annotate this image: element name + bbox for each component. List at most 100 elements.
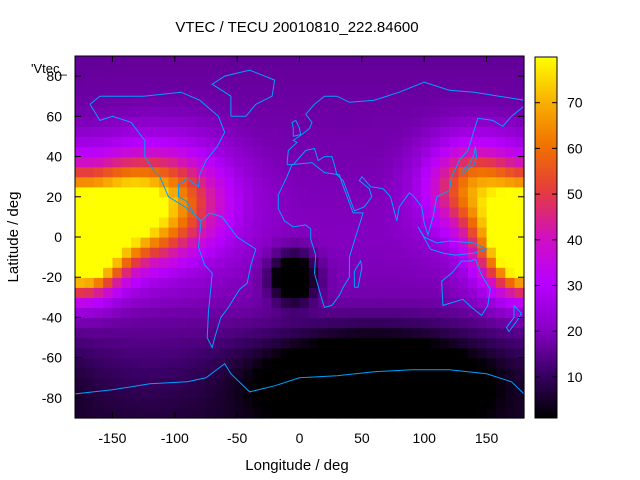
heatmap-cell (215, 146, 226, 158)
heatmap-cell (187, 377, 198, 389)
heatmap-cell (121, 156, 132, 168)
heatmap-cell (439, 206, 450, 218)
heatmap-cell (177, 226, 188, 238)
heatmap-cell (140, 166, 151, 178)
heatmap-cell (374, 307, 385, 319)
heatmap-cell (103, 206, 114, 218)
heatmap-cell (505, 277, 516, 288)
heatmap-cell (365, 226, 375, 238)
coastline-south-america (197, 212, 257, 350)
coastline-eurasia (286, 81, 525, 237)
heatmap-cell (308, 66, 319, 77)
heatmap-cell (84, 186, 95, 198)
heatmap-cell (121, 367, 132, 379)
heatmap-cell (458, 216, 469, 228)
heatmap-cell (393, 196, 403, 208)
heatmap-cell (374, 387, 385, 399)
heatmap-cell (449, 337, 460, 349)
heatmap-cell (84, 176, 95, 188)
heatmap-cell (430, 307, 441, 319)
heatmap-cell (187, 297, 198, 308)
heatmap-cell (449, 146, 460, 158)
heatmap-cell (308, 397, 319, 409)
heatmap-cell (224, 337, 235, 349)
heatmap-cell (121, 357, 132, 369)
heatmap-cell (383, 176, 394, 188)
heatmap-cell (196, 66, 207, 77)
heatmap-cell (290, 66, 301, 77)
heatmap-cell (243, 397, 254, 409)
heatmap-cell (486, 146, 497, 158)
heatmap-cell (374, 216, 385, 228)
heatmap-cell (439, 216, 450, 228)
heatmap-cell (262, 347, 273, 359)
heatmap-cell (149, 216, 160, 228)
heatmap-cell (458, 337, 469, 349)
heatmap-cell (262, 186, 273, 198)
heatmap-cell (514, 126, 525, 138)
heatmap-cell (336, 407, 347, 419)
heatmap-cell (365, 166, 375, 178)
heatmap-cell (140, 216, 151, 228)
heatmap-cell (327, 297, 338, 308)
heatmap-cell (421, 237, 432, 248)
heatmap-cell (140, 337, 151, 349)
heatmap-cell (140, 66, 151, 77)
heatmap-cell (262, 247, 273, 258)
heatmap-cell (149, 56, 160, 67)
heatmap-cell (467, 96, 478, 107)
heatmap-cell (467, 267, 478, 278)
heatmap-cell (149, 146, 160, 158)
heatmap-cell (486, 367, 497, 379)
heatmap-cell (131, 317, 142, 329)
heatmap-cell (84, 146, 95, 158)
heatmap-cell (262, 237, 273, 248)
heatmap-cell (393, 116, 403, 127)
heatmap-cell (449, 277, 460, 288)
heatmap-cell (505, 196, 516, 208)
heatmap-cell (224, 86, 235, 97)
heatmap-cell (383, 407, 394, 419)
heatmap-cell (280, 287, 291, 298)
heatmap-cell (458, 397, 469, 409)
heatmap-cell (467, 216, 478, 228)
heatmap-cell (346, 277, 357, 288)
heatmap-cell (271, 86, 282, 97)
heatmap-cell (149, 206, 160, 218)
heatmap-cell (308, 407, 319, 419)
heatmap-cell (280, 377, 291, 389)
heatmap-cell (280, 156, 291, 168)
heatmap-cell (402, 126, 413, 138)
heatmap-cell (75, 337, 85, 349)
heatmap-cell (215, 267, 226, 278)
heatmap-cell (365, 206, 375, 218)
heatmap-cell (346, 66, 357, 77)
heatmap-cell (168, 106, 179, 117)
heatmap-cell (327, 267, 338, 278)
heatmap-cell (243, 56, 254, 67)
heatmap-cell (439, 106, 450, 117)
heatmap-cell (374, 377, 385, 389)
heatmap-cell (224, 397, 235, 409)
heatmap-cell (430, 387, 441, 399)
heatmap-cell (355, 56, 366, 67)
heatmap-cell (271, 397, 282, 409)
heatmap-cell (477, 186, 488, 198)
heatmap-cell (439, 367, 450, 379)
heatmap-cell (430, 257, 441, 268)
heatmap-cell (477, 317, 488, 329)
heatmap-cell (215, 206, 226, 218)
heatmap-cell (206, 357, 216, 369)
heatmap-cell (177, 387, 188, 399)
heatmap-cell (149, 317, 160, 329)
heatmap-cell (421, 397, 432, 409)
heatmap-cell (75, 156, 85, 168)
heatmap-cell (131, 377, 142, 389)
heatmap-cell (131, 397, 142, 409)
heatmap-cell (299, 397, 310, 409)
heatmap-cell (393, 247, 403, 258)
heatmap-cell (383, 106, 394, 117)
heatmap-cell (514, 357, 525, 369)
heatmap-cell (495, 297, 506, 308)
heatmap-cell (112, 96, 123, 107)
